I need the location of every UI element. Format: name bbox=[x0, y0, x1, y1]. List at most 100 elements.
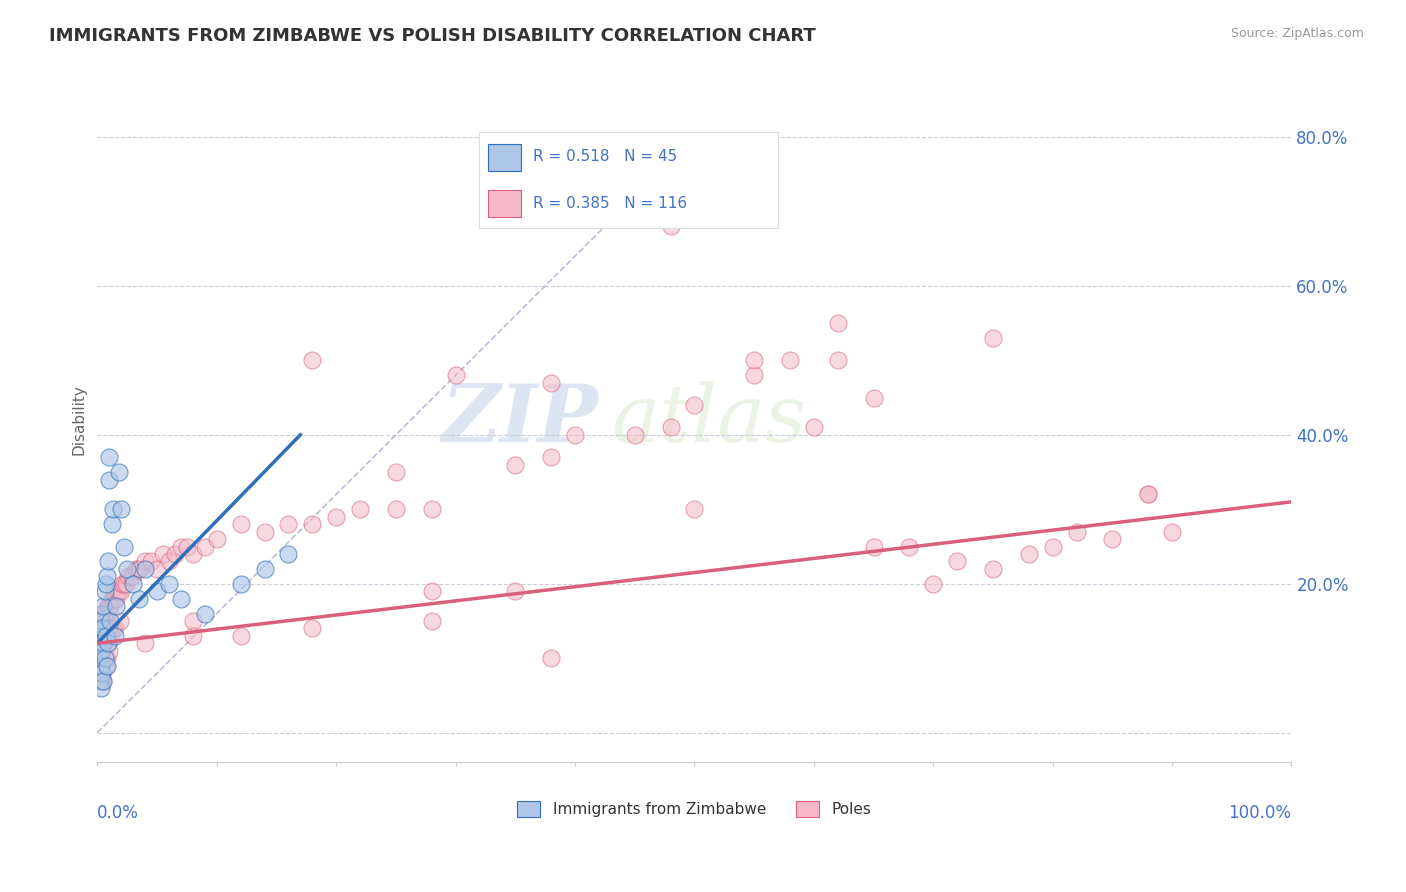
Point bbox=[540, 376, 562, 390]
Point bbox=[1101, 532, 1123, 546]
Point bbox=[862, 540, 884, 554]
Point bbox=[90, 673, 112, 688]
Point bbox=[91, 599, 114, 613]
Point bbox=[98, 644, 121, 658]
Point bbox=[194, 607, 217, 621]
Point bbox=[97, 599, 120, 613]
Point bbox=[96, 651, 118, 665]
Point bbox=[101, 591, 124, 606]
Point bbox=[170, 591, 193, 606]
Point bbox=[90, 629, 112, 643]
Point bbox=[90, 681, 112, 695]
Point bbox=[862, 391, 884, 405]
Point bbox=[96, 658, 118, 673]
Point bbox=[742, 368, 765, 383]
Point bbox=[124, 562, 146, 576]
Point bbox=[105, 599, 128, 613]
Point bbox=[115, 562, 138, 576]
Point bbox=[91, 622, 114, 636]
Point bbox=[93, 651, 115, 665]
Point bbox=[94, 658, 117, 673]
Point bbox=[87, 636, 110, 650]
Point bbox=[146, 584, 169, 599]
Point bbox=[89, 666, 111, 681]
Point bbox=[385, 502, 408, 516]
Point bbox=[104, 591, 127, 606]
Point bbox=[87, 658, 110, 673]
Point bbox=[127, 562, 149, 576]
Point bbox=[100, 614, 122, 628]
Point bbox=[111, 576, 134, 591]
Point bbox=[253, 562, 276, 576]
Point bbox=[181, 629, 204, 643]
Text: ZIP: ZIP bbox=[441, 381, 599, 458]
Point bbox=[1161, 524, 1184, 539]
Point bbox=[503, 584, 526, 599]
Point bbox=[87, 636, 110, 650]
Point bbox=[1137, 487, 1160, 501]
Point bbox=[87, 651, 110, 665]
Point bbox=[444, 368, 467, 383]
Point bbox=[117, 569, 139, 583]
Point bbox=[157, 554, 180, 568]
Point bbox=[301, 517, 323, 532]
Point bbox=[420, 614, 443, 628]
Point bbox=[91, 644, 114, 658]
Point bbox=[96, 569, 118, 583]
Point bbox=[540, 651, 562, 665]
Point bbox=[96, 629, 118, 643]
Point bbox=[1066, 524, 1088, 539]
Point bbox=[100, 629, 122, 643]
Point bbox=[108, 465, 131, 479]
Point bbox=[420, 584, 443, 599]
Point bbox=[659, 219, 682, 234]
Point bbox=[1042, 540, 1064, 554]
Point bbox=[91, 666, 114, 681]
Point bbox=[104, 622, 127, 636]
Point bbox=[176, 540, 198, 554]
Point bbox=[101, 502, 124, 516]
Point bbox=[229, 576, 252, 591]
Point bbox=[96, 607, 118, 621]
Point bbox=[89, 673, 111, 688]
Point bbox=[90, 658, 112, 673]
Point bbox=[94, 614, 117, 628]
Point bbox=[91, 666, 114, 681]
Point bbox=[503, 458, 526, 472]
Point bbox=[87, 622, 110, 636]
Point bbox=[181, 547, 204, 561]
Point bbox=[659, 420, 682, 434]
Point bbox=[163, 547, 186, 561]
Point bbox=[122, 576, 145, 591]
Point bbox=[91, 636, 114, 650]
Point bbox=[129, 562, 152, 576]
Point bbox=[683, 398, 706, 412]
Point bbox=[325, 509, 347, 524]
Point bbox=[107, 584, 129, 599]
Point bbox=[134, 562, 156, 576]
Text: Source: ZipAtlas.com: Source: ZipAtlas.com bbox=[1230, 27, 1364, 40]
Point bbox=[97, 636, 120, 650]
Point bbox=[146, 562, 169, 576]
Point bbox=[100, 599, 122, 613]
Point bbox=[108, 614, 131, 628]
Point bbox=[100, 591, 122, 606]
Point bbox=[94, 636, 117, 650]
Point bbox=[623, 427, 645, 442]
Point bbox=[97, 636, 120, 650]
Point bbox=[742, 353, 765, 368]
Point bbox=[540, 450, 562, 465]
Point bbox=[98, 622, 121, 636]
Point bbox=[349, 502, 371, 516]
Point bbox=[683, 502, 706, 516]
Point bbox=[946, 554, 969, 568]
Point bbox=[981, 562, 1004, 576]
Point bbox=[128, 591, 150, 606]
Point bbox=[91, 636, 114, 650]
Point bbox=[420, 502, 443, 516]
Point bbox=[385, 465, 408, 479]
Point bbox=[91, 673, 114, 688]
Point bbox=[91, 673, 114, 688]
Text: atlas: atlas bbox=[610, 381, 806, 458]
Point bbox=[97, 554, 120, 568]
